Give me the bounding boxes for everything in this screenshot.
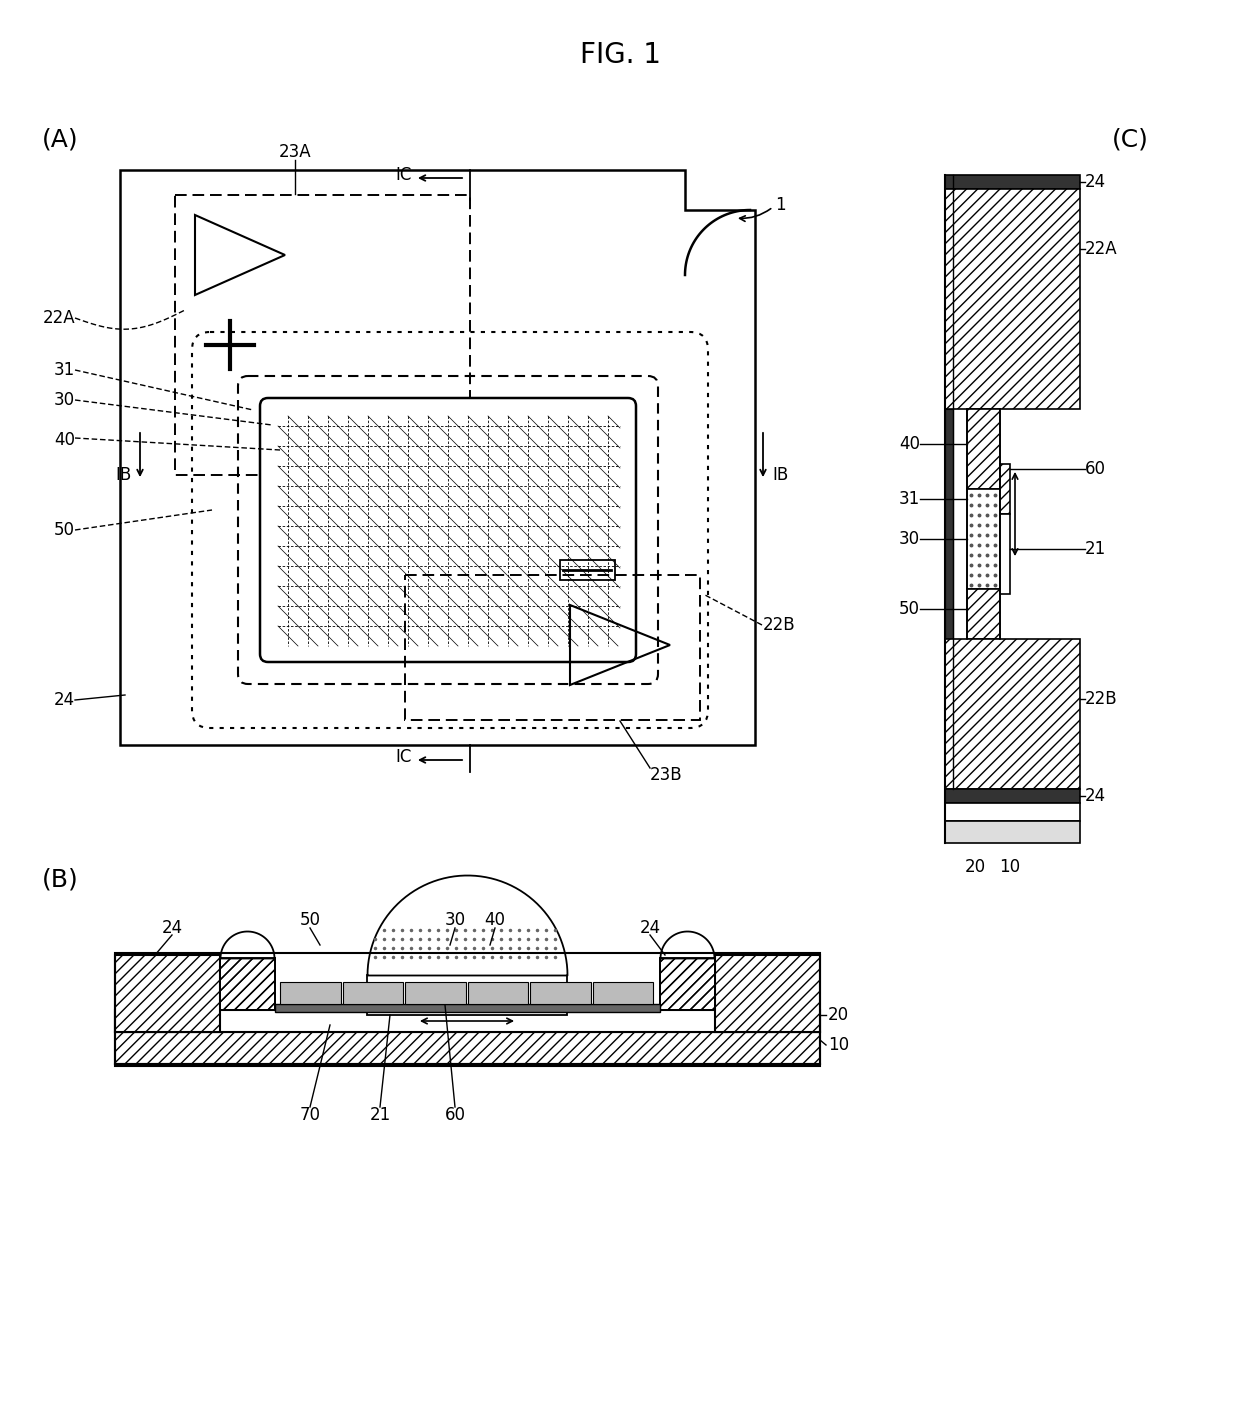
- Text: 40: 40: [485, 911, 506, 930]
- Text: IC: IC: [396, 166, 412, 184]
- Bar: [275, 1004, 660, 1012]
- Text: (A): (A): [42, 129, 78, 151]
- Bar: [175, 196, 470, 476]
- Text: IB: IB: [773, 466, 789, 484]
- Text: 10: 10: [828, 1035, 849, 1054]
- Bar: [999, 514, 1011, 594]
- Text: 60: 60: [1085, 460, 1106, 478]
- Text: 21: 21: [370, 1107, 391, 1124]
- Bar: [529, 982, 590, 1004]
- Bar: [560, 560, 615, 580]
- Text: 22B: 22B: [1085, 690, 1117, 708]
- Text: 30: 30: [899, 530, 920, 548]
- Bar: [660, 958, 715, 1010]
- Bar: [967, 488, 999, 588]
- Bar: [367, 975, 567, 1015]
- Bar: [967, 588, 999, 638]
- Bar: [660, 958, 715, 1010]
- Text: FIG. 1: FIG. 1: [579, 41, 661, 69]
- Bar: [945, 188, 1080, 408]
- Bar: [967, 408, 999, 488]
- Bar: [945, 803, 1080, 821]
- Bar: [999, 464, 1011, 514]
- Text: 31: 31: [53, 361, 74, 378]
- Bar: [405, 982, 465, 1004]
- Text: 31: 31: [899, 490, 920, 508]
- Text: 30: 30: [53, 391, 74, 408]
- Text: 21: 21: [1085, 540, 1106, 558]
- Text: 23A: 23A: [279, 143, 311, 161]
- Text: 24: 24: [53, 691, 74, 708]
- Text: IB: IB: [115, 466, 131, 484]
- Bar: [945, 638, 1080, 790]
- Text: 24: 24: [1085, 173, 1106, 191]
- Bar: [593, 982, 653, 1004]
- Text: 50: 50: [899, 600, 920, 618]
- Text: 70: 70: [300, 1107, 320, 1124]
- Bar: [342, 982, 403, 1004]
- FancyBboxPatch shape: [260, 398, 636, 663]
- Bar: [405, 575, 701, 720]
- Text: 24: 24: [161, 920, 182, 937]
- Text: 30: 30: [444, 911, 465, 930]
- Text: IC: IC: [396, 748, 412, 765]
- Bar: [945, 821, 1080, 843]
- Bar: [115, 952, 820, 1065]
- Text: (B): (B): [42, 868, 78, 892]
- Text: 40: 40: [899, 436, 920, 453]
- Text: 1: 1: [775, 196, 786, 214]
- Bar: [945, 408, 954, 638]
- Bar: [219, 958, 275, 1010]
- Text: 24: 24: [1085, 787, 1106, 805]
- Text: 50: 50: [300, 911, 320, 930]
- Bar: [219, 958, 275, 1010]
- Text: 22B: 22B: [763, 615, 796, 634]
- Text: 24: 24: [640, 920, 661, 937]
- Bar: [467, 982, 528, 1004]
- Text: 22A: 22A: [42, 308, 74, 327]
- Text: 20: 20: [828, 1005, 849, 1024]
- Text: 40: 40: [55, 431, 74, 448]
- Bar: [115, 1032, 820, 1064]
- Text: (C): (C): [1111, 129, 1148, 151]
- Text: 23B: 23B: [650, 765, 683, 784]
- Text: 60: 60: [444, 1107, 465, 1124]
- Bar: [945, 176, 1080, 188]
- Bar: [715, 955, 820, 1032]
- Bar: [945, 790, 1080, 803]
- Text: 20: 20: [965, 858, 986, 875]
- Text: 50: 50: [55, 521, 74, 538]
- Bar: [115, 955, 219, 1032]
- Text: 10: 10: [999, 858, 1021, 875]
- Text: 22A: 22A: [1085, 240, 1117, 258]
- Bar: [280, 982, 341, 1004]
- Bar: [115, 1010, 820, 1032]
